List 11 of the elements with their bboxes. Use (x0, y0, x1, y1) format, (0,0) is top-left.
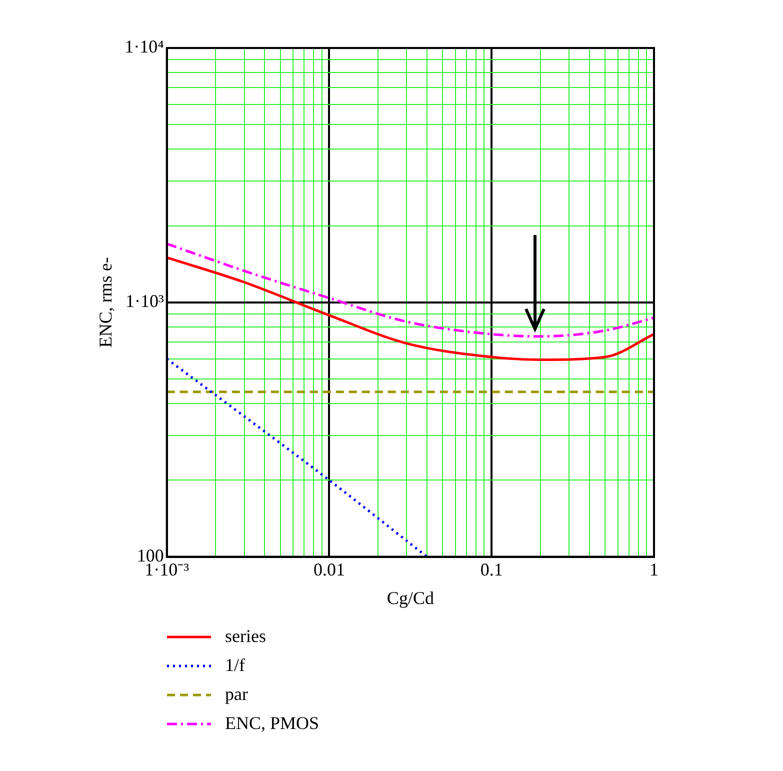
legend-label: ENC, PMOS (225, 713, 320, 734)
x-tick-label: 0.01 (313, 559, 345, 580)
y-axis-title: ENC, rms e- (96, 257, 116, 348)
x-tick-label: 0.1 (480, 559, 503, 580)
y-tick-label: 1·10⁴ (124, 36, 164, 57)
legend-label: 1/f (225, 655, 245, 676)
y-tick-label: 1·10³ (125, 291, 164, 312)
x-tick-label: 1 (650, 559, 658, 580)
legend-label: par (225, 684, 248, 705)
x-axis-title: Cg/Cd (386, 588, 434, 608)
legend-label: series (225, 626, 266, 647)
